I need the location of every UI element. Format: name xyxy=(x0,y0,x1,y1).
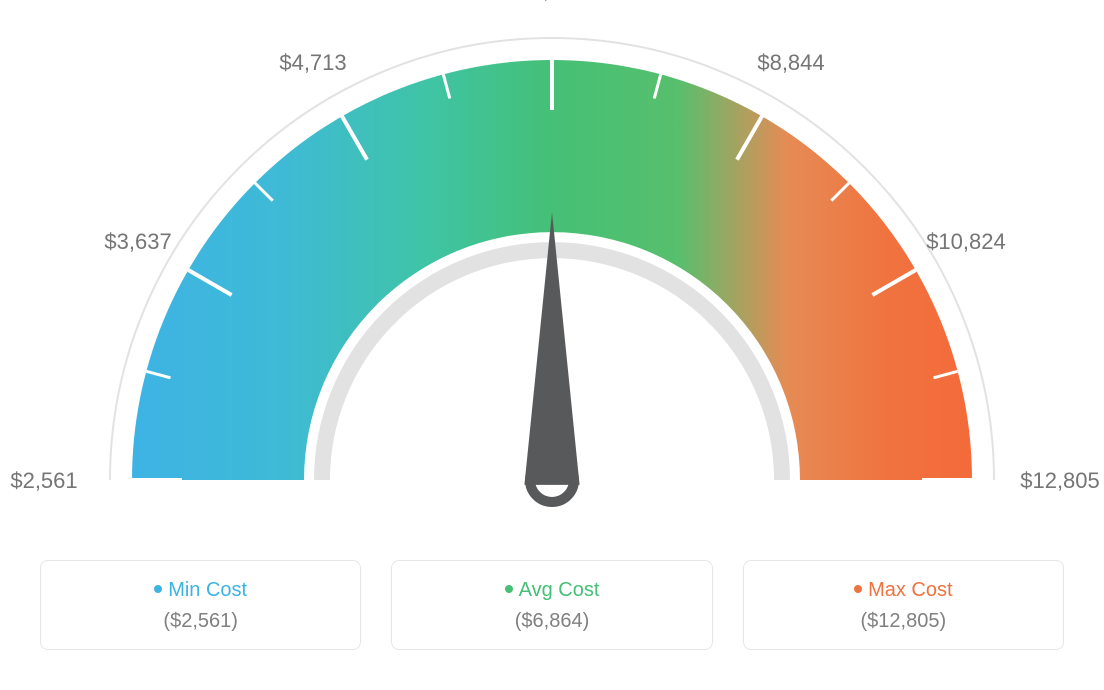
svg-text:$4,713: $4,713 xyxy=(279,50,346,75)
bullet-min-icon xyxy=(154,585,162,593)
cost-gauge: $2,561 $3,637 $4,713 $6,864 $8,844 $10,824 $12… xyxy=(0,0,1104,560)
legend-avg-value: ($6,864) xyxy=(392,610,711,633)
svg-text:$6,864: $6,864 xyxy=(518,0,585,3)
legend-card-avg: Avg Cost ($6,864) xyxy=(391,560,712,650)
legend-avg-title-row: Avg Cost xyxy=(392,579,711,602)
legend-min-title: Min Cost xyxy=(168,579,247,601)
bullet-avg-icon xyxy=(505,585,513,593)
svg-text:$2,561: $2,561 xyxy=(10,468,77,493)
bullet-max-icon xyxy=(854,585,862,593)
legend-min-title-row: Min Cost xyxy=(41,579,360,602)
gauge-svg: $2,561 $3,637 $4,713 $6,864 $8,844 $10,824 $12… xyxy=(0,0,1104,560)
legend-max-title: Max Cost xyxy=(868,579,952,601)
legend-card-min: Min Cost ($2,561) xyxy=(40,560,361,650)
svg-text:$3,637: $3,637 xyxy=(104,229,171,254)
legend-avg-title: Avg Cost xyxy=(519,579,600,601)
legend-min-value: ($2,561) xyxy=(41,610,360,633)
svg-text:$12,805: $12,805 xyxy=(1020,468,1100,493)
legend-max-value: ($12,805) xyxy=(744,610,1063,633)
legend-card-max: Max Cost ($12,805) xyxy=(743,560,1064,650)
legend-max-title-row: Max Cost xyxy=(744,579,1063,602)
svg-text:$10,824: $10,824 xyxy=(926,229,1006,254)
svg-text:$8,844: $8,844 xyxy=(757,50,824,75)
legend-row: Min Cost ($2,561) Avg Cost ($6,864) Max … xyxy=(0,560,1104,650)
